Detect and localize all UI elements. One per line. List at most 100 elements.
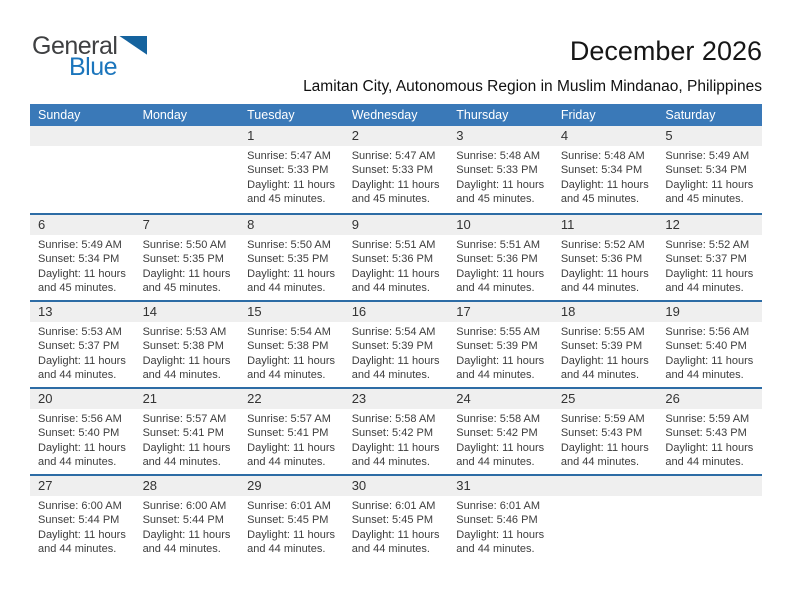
logo-triangle-icon bbox=[119, 36, 148, 55]
day-cell-empty bbox=[134, 126, 240, 213]
sunrise-text: Sunrise: 5:54 AM bbox=[351, 326, 436, 338]
day-number: 23 bbox=[351, 391, 367, 406]
day-cell-empty bbox=[657, 476, 762, 561]
day-number: 19 bbox=[665, 304, 680, 319]
day-number: 18 bbox=[560, 304, 576, 319]
daylight-text: Daylight: 11 hours and 44 minutes. bbox=[456, 528, 545, 556]
day-details: Sunrise: 5:53 AM Sunset: 5:38 PM Daylight:… bbox=[135, 322, 240, 383]
sunrise-text: Sunrise: 5:49 AM bbox=[38, 239, 122, 251]
day-cell-2: 2 Sunrise: 5:47 AM Sunset: 5:33 PM Daylight… bbox=[343, 126, 449, 213]
weekday-header-tuesday: Tuesday bbox=[247, 108, 295, 122]
day-cell-9: 9 Sunrise: 5:51 AM Sunset: 5:36 PM Daylight… bbox=[343, 215, 449, 300]
day-number-band: 14 bbox=[134, 302, 240, 322]
sunset-text: Sunset: 5:36 PM bbox=[351, 253, 434, 266]
day-cell-4: 4 Sunrise: 5:48 AM Sunset: 5:34 PM Daylight… bbox=[552, 126, 658, 213]
day-cell-21: 21 Sunrise: 5:57 AM Sunset: 5:41 PM Dayligh… bbox=[134, 389, 240, 474]
sunrise-text: Sunrise: 5:48 AM bbox=[456, 150, 541, 162]
sunset-text: Sunset: 5:45 PM bbox=[247, 514, 329, 527]
week-row: 27 Sunrise: 6:00 AM Sunset: 5:44 PM Dayligh… bbox=[30, 474, 762, 561]
sunrise-text: Sunrise: 5:59 AM bbox=[560, 413, 645, 425]
day-details: Sunrise: 5:59 AM Sunset: 5:43 PM Daylight:… bbox=[553, 409, 658, 470]
sunset-text: Sunset: 5:40 PM bbox=[38, 427, 120, 440]
day-number-band: 17 bbox=[448, 302, 553, 322]
sunrise-text: Sunrise: 5:48 AM bbox=[560, 150, 645, 162]
day-details: Sunrise: 5:57 AM Sunset: 5:41 PM Daylight:… bbox=[239, 409, 344, 470]
day-number-band: 29 bbox=[239, 476, 344, 496]
sunrise-text: Sunrise: 5:53 AM bbox=[142, 326, 227, 338]
day-number-band: 21 bbox=[134, 389, 240, 409]
day-details: Sunrise: 6:01 AM Sunset: 5:45 PM Daylight:… bbox=[344, 496, 449, 557]
sunset-text: Sunset: 5:40 PM bbox=[665, 340, 747, 353]
day-cell-14: 14 Sunrise: 5:53 AM Sunset: 5:38 PM Dayligh… bbox=[134, 302, 240, 387]
daylight-text: Daylight: 11 hours and 44 minutes. bbox=[351, 267, 440, 295]
sunset-text: Sunset: 5:42 PM bbox=[351, 427, 434, 440]
day-cell-24: 24 Sunrise: 5:58 AM Sunset: 5:42 PM Dayligh… bbox=[448, 389, 553, 474]
day-cell-28: 28 Sunrise: 6:00 AM Sunset: 5:44 PM Dayligh… bbox=[134, 476, 240, 561]
day-number-band: 3 bbox=[448, 126, 553, 146]
sunrise-text: Sunrise: 5:55 AM bbox=[456, 326, 541, 338]
sunset-text: Sunset: 5:36 PM bbox=[560, 253, 643, 266]
daylight-text: Daylight: 11 hours and 44 minutes. bbox=[665, 354, 754, 382]
day-number: 11 bbox=[560, 217, 575, 232]
sunrise-text: Sunrise: 5:51 AM bbox=[351, 239, 436, 251]
day-details: Sunrise: 5:48 AM Sunset: 5:34 PM Daylight:… bbox=[553, 146, 658, 207]
daylight-text: Daylight: 11 hours and 44 minutes. bbox=[38, 441, 126, 469]
day-cell-25: 25 Sunrise: 5:59 AM Sunset: 5:43 PM Dayligh… bbox=[552, 389, 658, 474]
daylight-text: Daylight: 11 hours and 44 minutes. bbox=[560, 354, 649, 382]
daylight-text: Daylight: 11 hours and 45 minutes. bbox=[38, 267, 126, 295]
day-number-band: 1 bbox=[239, 126, 344, 146]
sunset-text: Sunset: 5:41 PM bbox=[142, 427, 224, 440]
day-details bbox=[30, 146, 135, 149]
sunrise-text: Sunrise: 5:58 AM bbox=[456, 413, 541, 425]
sunset-text: Sunset: 5:39 PM bbox=[351, 340, 434, 353]
location-subtitle: Lamitan City, Autonomous Region in Musli… bbox=[303, 78, 762, 95]
daylight-text: Daylight: 11 hours and 44 minutes. bbox=[560, 267, 649, 295]
day-details: Sunrise: 5:48 AM Sunset: 5:33 PM Daylight:… bbox=[448, 146, 553, 207]
day-number-band bbox=[657, 476, 762, 496]
sunrise-text: Sunrise: 6:00 AM bbox=[142, 500, 227, 512]
daylight-text: Daylight: 11 hours and 44 minutes. bbox=[38, 528, 126, 556]
daylight-text: Daylight: 11 hours and 44 minutes. bbox=[247, 267, 335, 295]
day-details: Sunrise: 5:54 AM Sunset: 5:38 PM Daylight:… bbox=[239, 322, 344, 383]
weekday-header-monday: Monday bbox=[142, 108, 188, 122]
day-number: 2 bbox=[351, 128, 359, 143]
day-number: 17 bbox=[456, 304, 471, 319]
day-number-band: 9 bbox=[343, 215, 449, 235]
day-number: 22 bbox=[247, 391, 262, 406]
day-cell-3: 3 Sunrise: 5:48 AM Sunset: 5:33 PM Daylight… bbox=[448, 126, 553, 213]
day-number: 14 bbox=[142, 304, 158, 319]
day-details: Sunrise: 5:58 AM Sunset: 5:42 PM Daylight:… bbox=[448, 409, 553, 470]
daylight-text: Daylight: 11 hours and 45 minutes. bbox=[665, 178, 754, 206]
day-details: Sunrise: 6:01 AM Sunset: 5:46 PM Daylight:… bbox=[448, 496, 553, 557]
sunset-text: Sunset: 5:39 PM bbox=[560, 340, 643, 353]
sunrise-text: Sunrise: 5:57 AM bbox=[142, 413, 227, 425]
day-number-band: 31 bbox=[448, 476, 553, 496]
day-details: Sunrise: 5:50 AM Sunset: 5:35 PM Daylight:… bbox=[239, 235, 344, 296]
day-cell-19: 19 Sunrise: 5:56 AM Sunset: 5:40 PM Dayligh… bbox=[657, 302, 762, 387]
day-number: 6 bbox=[38, 217, 46, 232]
day-number-band: 26 bbox=[657, 389, 762, 409]
day-cell-13: 13 Sunrise: 5:53 AM Sunset: 5:37 PM Dayligh… bbox=[30, 302, 135, 387]
calendar-weeks: 1 Sunrise: 5:47 AM Sunset: 5:33 PM Daylight… bbox=[30, 126, 762, 561]
sunset-text: Sunset: 5:33 PM bbox=[456, 164, 538, 177]
sunset-text: Sunset: 5:36 PM bbox=[456, 253, 538, 266]
day-number-band: 25 bbox=[552, 389, 658, 409]
sunrise-text: Sunrise: 5:52 AM bbox=[560, 239, 645, 251]
logo-text-blue: Blue bbox=[69, 53, 118, 81]
day-details: Sunrise: 5:49 AM Sunset: 5:34 PM Daylight:… bbox=[657, 146, 762, 207]
sunset-text: Sunset: 5:44 PM bbox=[142, 514, 224, 527]
day-cell-29: 29 Sunrise: 6:01 AM Sunset: 5:45 PM Dayligh… bbox=[239, 476, 344, 561]
sunrise-text: Sunrise: 5:47 AM bbox=[351, 150, 436, 162]
day-details: Sunrise: 5:53 AM Sunset: 5:37 PM Daylight:… bbox=[30, 322, 135, 383]
day-number-band: 20 bbox=[30, 389, 135, 409]
sunrise-text: Sunrise: 5:55 AM bbox=[560, 326, 645, 338]
day-details: Sunrise: 5:56 AM Sunset: 5:40 PM Daylight:… bbox=[657, 322, 762, 383]
day-details: Sunrise: 5:58 AM Sunset: 5:42 PM Daylight:… bbox=[344, 409, 449, 470]
sunset-text: Sunset: 5:43 PM bbox=[665, 427, 747, 440]
day-details: Sunrise: 5:55 AM Sunset: 5:39 PM Daylight:… bbox=[448, 322, 553, 383]
weekday-header-row: Sunday Monday Tuesday Wednesday Thursday Frid… bbox=[30, 104, 762, 126]
day-number-band: 18 bbox=[552, 302, 658, 322]
weekday-header-friday: Friday bbox=[560, 108, 596, 122]
day-details bbox=[135, 146, 240, 149]
daylight-text: Daylight: 11 hours and 44 minutes. bbox=[665, 441, 754, 469]
